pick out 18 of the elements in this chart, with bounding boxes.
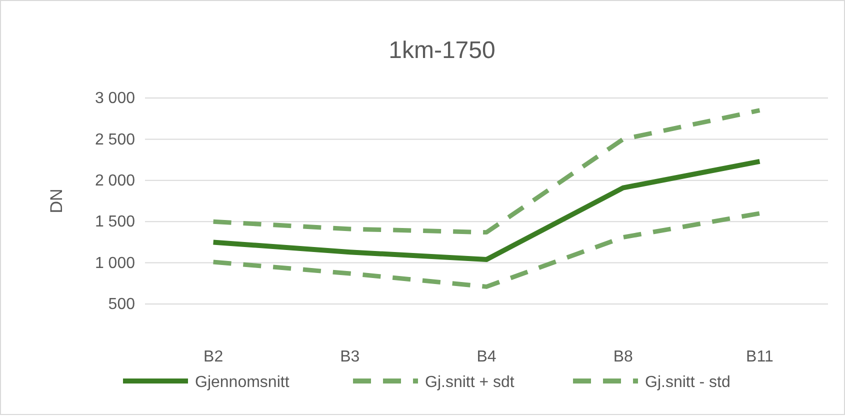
line-series <box>211 108 762 235</box>
x-tick-label: B2 <box>204 348 224 366</box>
x-tick-label: B11 <box>746 348 774 366</box>
y-tick-label: 2 000 <box>94 172 136 190</box>
line-series <box>211 211 762 289</box>
y-tick-label: 2 500 <box>94 131 136 148</box>
y-axis-title: DN <box>47 188 66 214</box>
x-tick-label: B4 <box>476 348 496 366</box>
legend-label: Gjennomsnitt <box>195 374 290 391</box>
y-tick-label: 500 <box>108 296 136 314</box>
x-tick-label: B8 <box>613 348 633 366</box>
legend-label: Gj.snitt + sdt <box>425 374 515 391</box>
chart-title: 1km-1750 <box>388 37 496 64</box>
y-tick-label: 1 500 <box>94 214 136 231</box>
y-tick-label: 1 000 <box>94 254 136 272</box>
legend-label: Gj.snitt - std <box>645 374 730 391</box>
y-tick-label: 3 000 <box>94 90 136 108</box>
x-tick-label: B3 <box>340 348 360 366</box>
